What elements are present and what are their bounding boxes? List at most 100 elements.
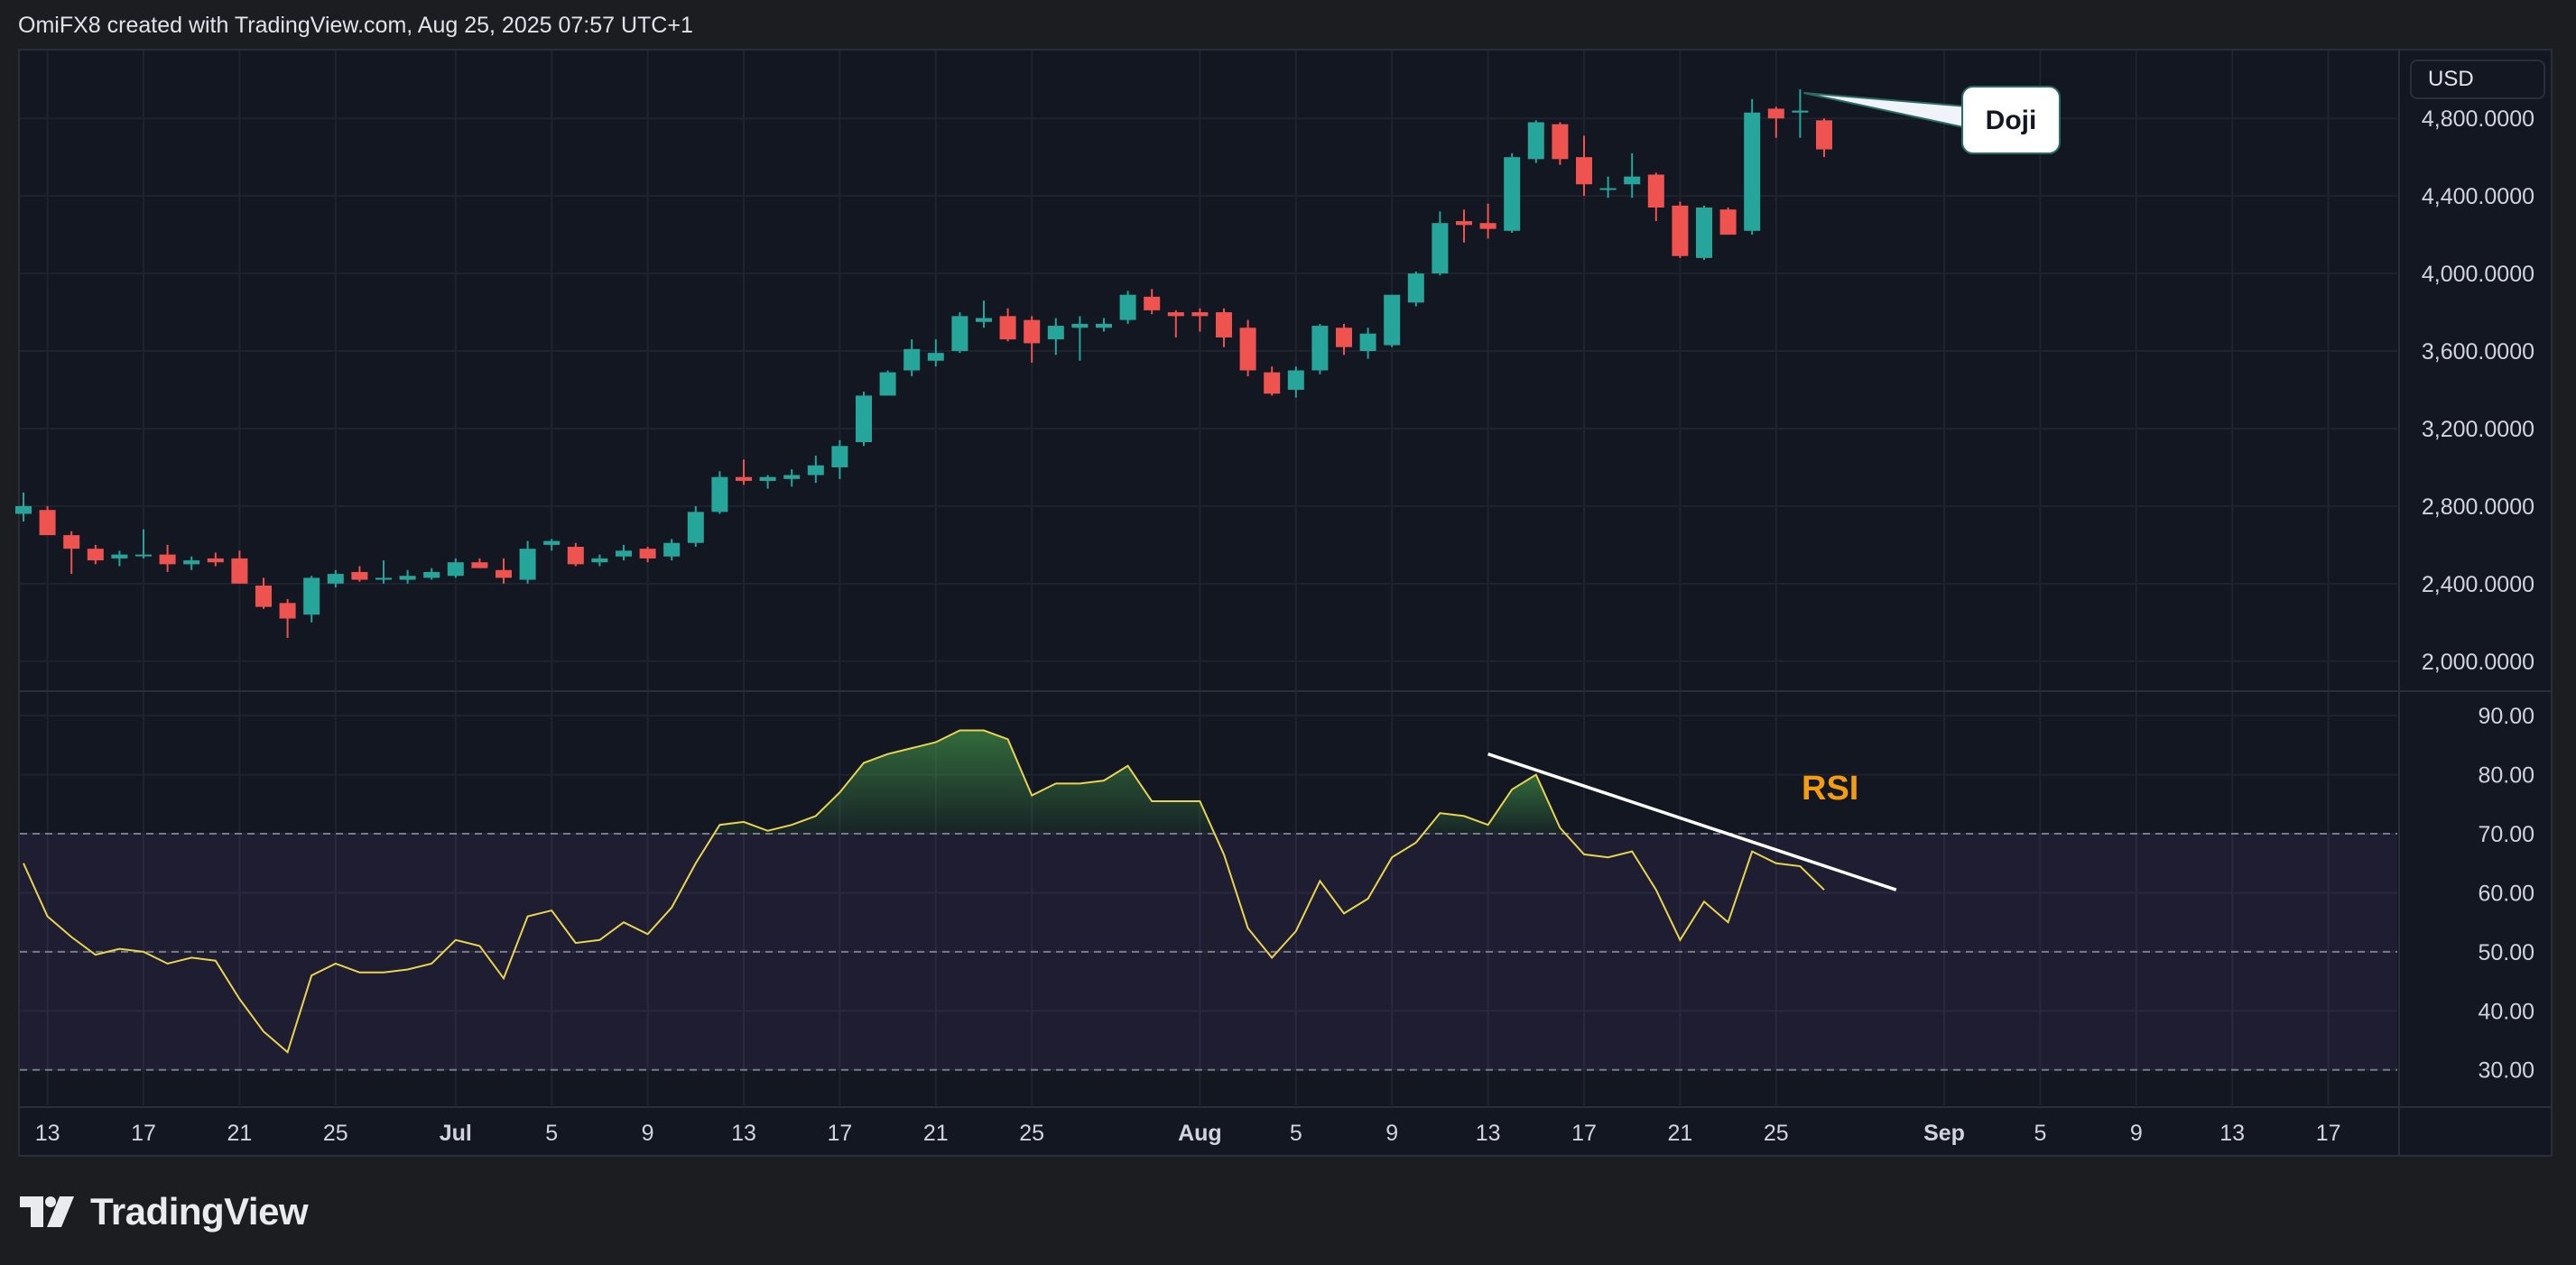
time-axis-tick: Sep bbox=[1923, 1121, 1965, 1146]
price-axis-tick: 2,800.0000 bbox=[2422, 494, 2534, 520]
candle-up bbox=[616, 550, 632, 557]
candle-down bbox=[1672, 205, 1689, 256]
tradingview-logo-icon bbox=[20, 1196, 74, 1227]
price-axis-tick: 4,000.0000 bbox=[2422, 262, 2534, 287]
candle-up bbox=[1096, 323, 1112, 328]
time-axis-tick: 13 bbox=[35, 1121, 60, 1146]
candle-down bbox=[639, 549, 656, 559]
candle-down bbox=[279, 603, 296, 619]
time-axis-tick: 25 bbox=[323, 1121, 348, 1146]
candle-down bbox=[1167, 312, 1184, 317]
rsi-axis-tick: 40.00 bbox=[2478, 999, 2534, 1024]
time-axis-tick: 21 bbox=[1667, 1121, 1692, 1146]
candle-down bbox=[1264, 372, 1281, 394]
candle-down bbox=[1191, 312, 1209, 317]
time-axis-tick: 17 bbox=[2316, 1121, 2341, 1146]
price-axis-tick: 4,800.0000 bbox=[2422, 106, 2534, 132]
candle-up bbox=[15, 505, 32, 514]
currency-selector[interactable]: USD bbox=[2410, 60, 2545, 99]
rsi-axis-tick: 80.00 bbox=[2478, 763, 2534, 789]
candle-up bbox=[1311, 326, 1329, 371]
rsi-trendline[interactable] bbox=[1487, 753, 1897, 891]
time-axis-tick: 17 bbox=[1571, 1121, 1597, 1146]
tradingview-logo-text: TradingView bbox=[90, 1190, 309, 1233]
rsi-axis-tick: 70.00 bbox=[2478, 822, 2534, 847]
time-axis-tick: 25 bbox=[1764, 1121, 1789, 1146]
candle-up bbox=[687, 512, 704, 543]
candle-up bbox=[1792, 110, 1809, 113]
time-axis-tick: 13 bbox=[2219, 1121, 2245, 1146]
candle-up bbox=[447, 562, 464, 577]
time-axis-tick: 21 bbox=[923, 1121, 949, 1146]
candle-up bbox=[591, 558, 608, 563]
candle-up bbox=[1696, 208, 1712, 258]
time-axis-tick: 9 bbox=[642, 1121, 654, 1146]
candle-down bbox=[1024, 319, 1041, 344]
candle-down bbox=[1239, 328, 1256, 371]
candle-up bbox=[1624, 176, 1641, 185]
candle-down bbox=[471, 562, 488, 568]
candle-down bbox=[39, 510, 56, 536]
candle-down bbox=[1767, 108, 1784, 119]
chart-attribution: OmiFX8 created with TradingView.com, Aug… bbox=[18, 13, 693, 38]
time-axis-tick: 17 bbox=[827, 1121, 852, 1146]
price-and-rsi-chart[interactable]: RSI Doji 2,000.0000 2,400.0000 2,800.0000 3,2… bbox=[0, 0, 2576, 1173]
candle-down bbox=[63, 535, 80, 549]
candle-up bbox=[711, 476, 728, 512]
rsi-axis-tick: 30.00 bbox=[2478, 1058, 2534, 1084]
candle-up bbox=[1527, 122, 1544, 160]
time-axis-tick: Jul bbox=[440, 1121, 472, 1146]
candle-up bbox=[423, 571, 440, 578]
time-axis-tick: 9 bbox=[2130, 1121, 2143, 1146]
doji-label: Doji bbox=[1986, 106, 2037, 135]
candle-down bbox=[1816, 120, 1832, 150]
rsi-label: RSI bbox=[1802, 770, 1858, 808]
candle-up bbox=[1407, 273, 1424, 303]
candle-up bbox=[1071, 323, 1089, 328]
candle-down bbox=[207, 558, 224, 563]
time-axis-tick: 25 bbox=[1019, 1121, 1044, 1146]
price-axis-tick: 2,000.0000 bbox=[2422, 650, 2534, 675]
time-axis-tick: 5 bbox=[1290, 1121, 1302, 1146]
time-axis-tick: 17 bbox=[131, 1121, 156, 1146]
time-axis-tick: 9 bbox=[1385, 1121, 1398, 1146]
price-axis-tick: 2,400.0000 bbox=[2422, 572, 2534, 597]
candle-up bbox=[879, 372, 896, 396]
candle-down bbox=[1456, 221, 1472, 226]
price-axis-tick: 3,600.0000 bbox=[2422, 339, 2534, 365]
candle-up bbox=[783, 475, 801, 479]
candle-down bbox=[231, 558, 248, 584]
candle-up bbox=[1599, 188, 1617, 190]
price-axis-tick: 3,200.0000 bbox=[2422, 417, 2534, 442]
time-axis-tick: 13 bbox=[731, 1121, 756, 1146]
candle-up bbox=[807, 465, 824, 476]
candle-up bbox=[1504, 157, 1521, 231]
candle-up bbox=[519, 549, 536, 580]
tradingview-logo[interactable]: TradingView bbox=[20, 1189, 309, 1234]
candle-up bbox=[1432, 223, 1449, 274]
candle-down bbox=[1647, 174, 1664, 208]
candle-up bbox=[831, 446, 848, 467]
candle-down bbox=[1479, 223, 1496, 229]
candle-down bbox=[87, 549, 104, 561]
candle-up bbox=[759, 476, 776, 481]
rsi-line bbox=[23, 729, 1825, 1054]
candle-down bbox=[1552, 124, 1569, 160]
rsi-overbought-fill bbox=[714, 730, 1215, 835]
candle-down bbox=[999, 316, 1016, 340]
candle-down bbox=[1336, 328, 1352, 347]
candle-up bbox=[1119, 294, 1136, 320]
rsi-axis-tick: 90.00 bbox=[2478, 704, 2534, 729]
time-axis-tick: Aug bbox=[1178, 1121, 1222, 1146]
candle-down bbox=[1216, 312, 1232, 337]
candle-up bbox=[927, 353, 944, 361]
time-axis-tick: 5 bbox=[545, 1121, 558, 1146]
time-axis-tick: 13 bbox=[1476, 1121, 1501, 1146]
candle-down bbox=[1576, 157, 1592, 185]
chart-frame[interactable] bbox=[18, 49, 2553, 1157]
candle-up bbox=[183, 560, 200, 565]
rsi-overbought-fill bbox=[1422, 774, 1566, 835]
candle-up bbox=[903, 348, 921, 371]
candle-up bbox=[303, 577, 320, 615]
candle-up bbox=[543, 540, 561, 545]
